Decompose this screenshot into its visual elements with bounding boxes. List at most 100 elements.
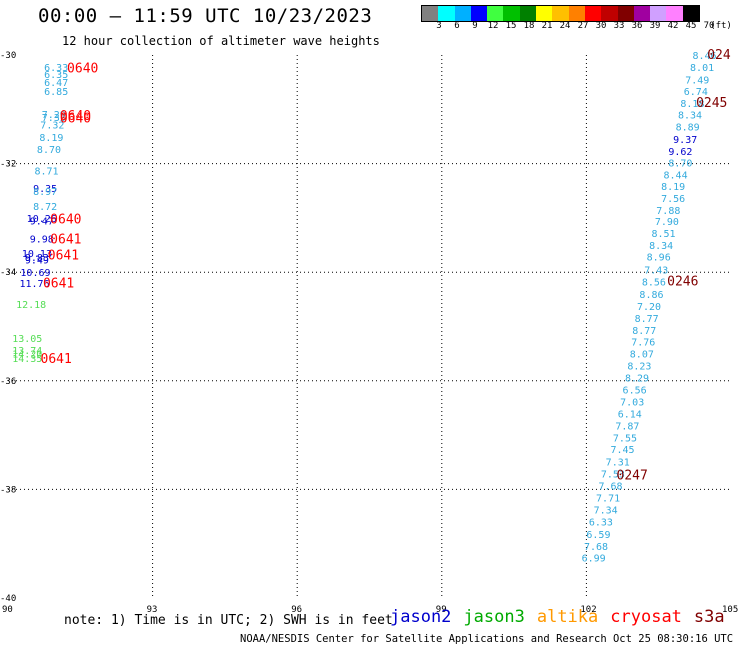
pass-time-label: 0640	[67, 62, 98, 77]
footer-credit: NOAA/NESDIS Center for Satellite Applica…	[240, 633, 740, 645]
wave-height-label: 7.31	[606, 458, 630, 469]
wave-height-label: 7.56	[661, 194, 685, 205]
wave-height-label: 8.56	[642, 277, 666, 288]
wave-height-label: 8.18	[680, 99, 704, 110]
wave-height-label: 8.77	[632, 326, 656, 337]
wave-height-label: 11.76	[19, 279, 49, 290]
wave-height-label: 9.98	[30, 235, 54, 246]
wave-height-label: 8.07	[630, 350, 654, 361]
legend-label: 6	[454, 21, 460, 31]
wave-height-label: 8.97	[33, 187, 57, 198]
lat-label: -38	[0, 485, 16, 495]
wave-height-label: 8.19	[661, 182, 685, 193]
wave-height-label: 8.89	[676, 123, 700, 134]
legend-label: 45	[685, 21, 697, 31]
legend-swatch	[454, 6, 471, 21]
wave-height-label: 7.90	[655, 217, 679, 228]
satellite-name: cryosat	[610, 607, 682, 627]
legend-swatch	[682, 6, 700, 21]
legend-label: 30	[595, 21, 607, 31]
wave-height-label: 7.32	[40, 121, 64, 132]
wave-height-label: 7.68	[584, 542, 608, 553]
wave-height-label: 12.18	[16, 300, 46, 311]
wave-height-label: 8.29	[625, 374, 649, 385]
wave-height-label: 10.13	[22, 249, 52, 260]
legend-label: 12	[487, 21, 499, 31]
wave-height-label: 8.51	[651, 229, 675, 240]
wave-height-label: 7.49	[685, 75, 709, 86]
satellite-legend: jason2 jason3 altika cryosat s3a	[390, 607, 737, 627]
wave-height-label: 14.35	[12, 354, 42, 365]
wave-height-label: 7.88	[656, 206, 680, 217]
satellite-name: altika	[536, 607, 599, 627]
legend-label: 70	[703, 21, 715, 31]
lon-label: 99	[436, 605, 447, 615]
wave-height-label: 13.74	[12, 346, 42, 357]
lat-label: -32	[0, 160, 16, 170]
pass-time-label: 0641	[41, 352, 72, 367]
wave-height-label: 6.14	[618, 409, 642, 420]
legend-label: 27	[577, 21, 589, 31]
legend-unit: (ft)	[710, 21, 732, 31]
wave-height-label: 6.59	[586, 530, 610, 541]
color-legend-labels: 3 6 9 12 15 18 21 24 27 30 33 36 39 42 45 70 (ft)	[421, 21, 740, 33]
wave-height-label: 8.70	[37, 145, 61, 156]
lon-label: 93	[147, 605, 158, 615]
wave-height-label: 8.19	[39, 133, 63, 144]
legend-label: 42	[667, 21, 679, 31]
units-note: note: 1) Time is in UTC; 2) SWH is in fe…	[64, 613, 393, 628]
lon-label: 105	[722, 605, 738, 615]
wave-height-label: 7.87	[615, 421, 639, 432]
lat-label: -34	[0, 268, 16, 278]
wave-height-label: 7.20	[637, 302, 661, 313]
lon-label: 96	[291, 605, 302, 615]
legend-label: 18	[523, 21, 535, 31]
wave-height-label: 8.77	[635, 314, 659, 325]
page-title: 00:00 — 11:59 UTC 10/23/2023	[38, 5, 373, 27]
satellite-name: s3a	[693, 607, 725, 627]
lon-label: 90	[2, 605, 13, 615]
wave-height-label: 7.03	[620, 397, 644, 408]
wave-height-label: 7.55	[613, 433, 637, 444]
lat-label: -36	[0, 377, 16, 387]
lat-label: -30	[0, 51, 16, 61]
legend-label: 15	[505, 21, 517, 31]
pass-time-label: 0247	[617, 468, 648, 483]
wave-height-label: 7.71	[596, 494, 620, 505]
pass-time-label: 0245	[696, 96, 727, 111]
wave-height-label: 7.45	[611, 445, 635, 456]
wave-height-label: 8.96	[647, 252, 671, 263]
wave-height-label: 7.53	[601, 470, 625, 481]
pass-time-label: 0640	[60, 109, 91, 124]
wave-height-label: 10.26	[27, 214, 57, 225]
legend-swatch	[633, 6, 651, 21]
wave-height-label: 6.33	[589, 517, 613, 528]
lat-label: -40	[0, 594, 16, 604]
wave-height-label: 13.05	[12, 334, 42, 345]
wave-height-label: 8.23	[627, 362, 651, 373]
legend-swatch	[568, 6, 585, 21]
legend-swatch	[650, 6, 667, 21]
legend-swatch	[519, 6, 537, 21]
legend-swatch	[601, 6, 618, 21]
legend-label: 24	[559, 21, 571, 31]
wave-height-label: 6.74	[684, 87, 708, 98]
wave-height-label: 6.35	[44, 70, 68, 81]
legend-label: 21	[541, 21, 553, 31]
wave-height-label: 7.29	[42, 110, 66, 121]
legend-swatch	[503, 6, 520, 21]
wave-height-label: 9.47	[30, 217, 54, 228]
wave-height-label: 7.34	[594, 505, 618, 516]
pass-time-label: 0246	[667, 274, 698, 289]
wave-height-label: 7.68	[598, 482, 622, 493]
wave-height-label: 14.20	[12, 350, 42, 361]
wave-height-label: 10.69	[20, 268, 50, 279]
legend-swatch	[536, 6, 553, 21]
wave-height-label: 7.33	[42, 113, 66, 124]
legend-swatch	[438, 6, 455, 21]
satellite-name: jason2	[390, 607, 452, 627]
wave-height-label: 7.76	[631, 338, 655, 349]
page-subtitle: 12 hour collection of altimeter wave hei…	[62, 34, 380, 48]
